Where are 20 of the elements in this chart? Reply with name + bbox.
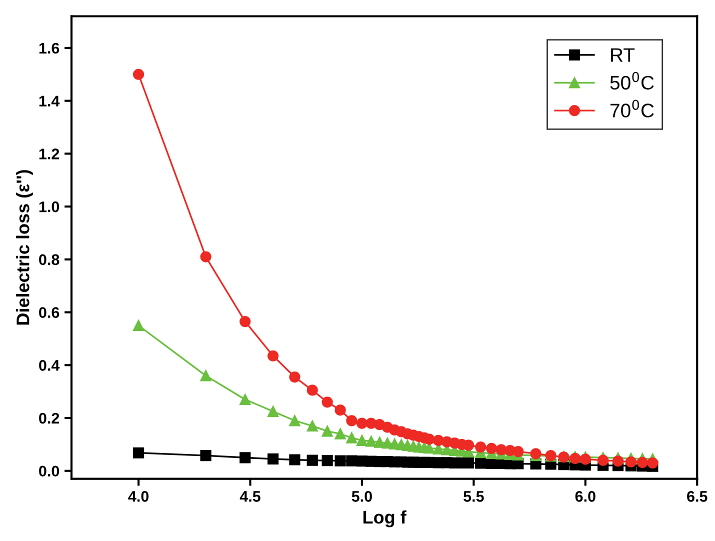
y-tick-label: 0.0: [39, 466, 60, 477]
x-axis-title: Log f: [363, 510, 406, 528]
y-tick-label: 1.6: [39, 42, 60, 54]
y-tick-label: 0.8: [39, 254, 60, 266]
legend-label: 70$^{0}$C: [610, 100, 654, 118]
x-tick-label: 5.5: [464, 491, 484, 502]
legend-label: 50$^{0}$C: [610, 72, 654, 90]
y-tick-label: 1.0: [39, 201, 60, 212]
x-tick-label: 6.0: [575, 490, 596, 502]
y-tick-label: 1.4: [39, 96, 60, 106]
y-tick-label: 0.6: [39, 307, 60, 318]
x-tick-label: 6.5: [687, 490, 708, 502]
y-tick-label: 0.4: [39, 360, 60, 371]
legend-label: RT: [611, 48, 635, 62]
x-tick-label: 4.5: [240, 491, 260, 502]
y-axis-title: Dielectric loss (ε''): [16, 170, 33, 325]
y-tick-label: 1.2: [39, 148, 60, 160]
x-tick-label: 5.0: [352, 490, 372, 502]
y-tick-label: 0.2: [39, 412, 60, 424]
x-tick-label: 4.0: [128, 490, 149, 502]
